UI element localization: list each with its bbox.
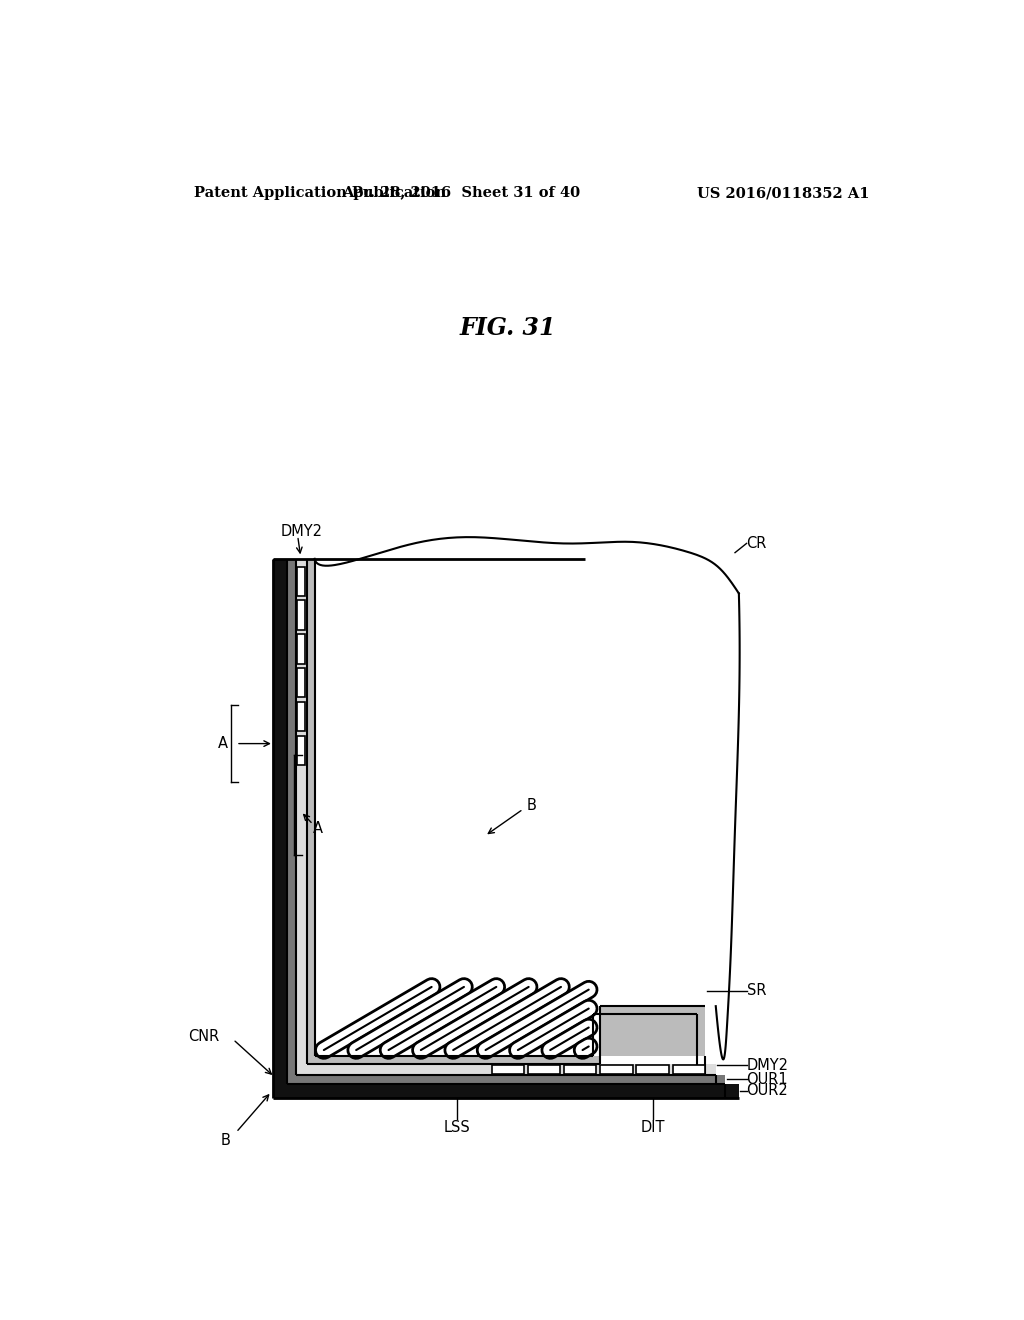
Bar [492,1065,524,1074]
Text: DMY2: DMY2 [746,1057,788,1073]
Bar [297,702,305,731]
Polygon shape [287,558,296,1084]
Polygon shape [273,558,287,1098]
Bar [297,635,305,664]
Bar [673,1065,705,1074]
Text: A: A [218,737,228,751]
Text: FIG. 31: FIG. 31 [460,315,556,339]
Text: DMY2: DMY2 [281,524,323,540]
Polygon shape [273,1056,314,1098]
Text: Patent Application Publication: Patent Application Publication [194,186,445,201]
Polygon shape [307,1006,705,1064]
Bar [297,601,305,630]
Polygon shape [273,1084,739,1098]
Bar [297,668,305,697]
Bar [297,566,305,595]
Bar [600,1065,633,1074]
Text: OUR2: OUR2 [746,1084,788,1098]
Bar [297,737,305,766]
Text: CNR: CNR [187,1030,219,1044]
Bar [637,1065,669,1074]
Text: DIT: DIT [640,1119,665,1135]
Text: US 2016/0118352 A1: US 2016/0118352 A1 [697,186,869,201]
Polygon shape [314,520,728,1056]
Text: Apr. 28, 2016  Sheet 31 of 40: Apr. 28, 2016 Sheet 31 of 40 [343,186,581,201]
Text: OUR1: OUR1 [746,1072,788,1086]
Text: B: B [221,1133,230,1147]
Polygon shape [296,558,307,1074]
Text: CR: CR [746,536,767,550]
Text: LSS: LSS [444,1119,471,1135]
Polygon shape [287,1074,725,1084]
Bar [564,1065,596,1074]
Text: SR: SR [746,983,766,998]
Polygon shape [307,558,314,1064]
Polygon shape [296,1064,716,1074]
Bar [528,1065,560,1074]
Text: B: B [527,797,537,813]
Text: A: A [313,821,323,836]
